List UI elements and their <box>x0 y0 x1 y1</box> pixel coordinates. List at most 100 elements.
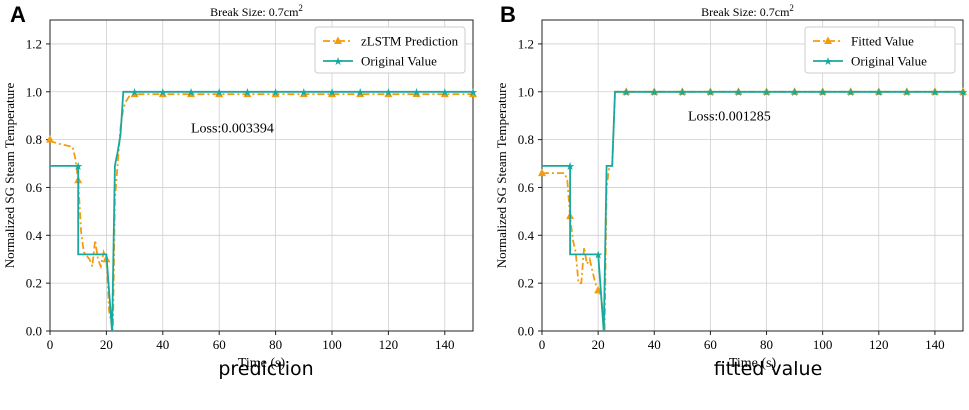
data-point: ★ <box>468 87 478 99</box>
data-point: ★ <box>958 87 968 99</box>
data-point: ★ <box>158 87 168 99</box>
data-point <box>271 89 280 98</box>
data-point: ★ <box>790 87 800 99</box>
y-tick-label: 0.8 <box>518 132 534 147</box>
data-point: ★ <box>874 87 884 99</box>
data-point: ★ <box>649 87 659 99</box>
data-point <box>412 89 421 98</box>
legend-label: zLSTM Prediction <box>361 34 459 49</box>
data-point <box>158 89 167 98</box>
data-point: ★ <box>214 87 224 99</box>
chart-title: Break Size: 0.7cm2 <box>701 3 794 19</box>
grid <box>49 20 473 332</box>
y-axis-label: Normalized SG Steam Temperature <box>2 83 17 269</box>
data-point <box>440 89 449 98</box>
data-point <box>215 89 224 98</box>
y-tick-label: 0.6 <box>26 180 43 195</box>
data-point: ★ <box>705 87 715 99</box>
y-tick-label: 0.0 <box>26 324 42 339</box>
series-original: ★ ★ ★ ★ ★ ★ ★ ★ ★ ★ ★ ★ ★ ★ ★ <box>542 87 968 332</box>
plot-frame <box>49 19 474 332</box>
x-tick-label: 120 <box>379 337 399 352</box>
data-point <box>187 89 195 98</box>
data-point: ★ <box>383 87 393 99</box>
x-tick-label: 140 <box>435 337 455 352</box>
caption-prediction: prediction <box>218 358 314 380</box>
series-line <box>542 90 963 332</box>
y-tick-label: 0.4 <box>26 228 43 243</box>
data-point: ★ <box>762 87 772 99</box>
x-tick-label: 80 <box>269 337 282 352</box>
y-tick-label: 0.2 <box>518 276 534 291</box>
data-point <box>130 89 139 98</box>
data-point: ★ <box>440 87 450 99</box>
data-point: ★ <box>130 87 140 99</box>
panel-b-label: B <box>500 2 516 27</box>
data-point: ★ <box>242 87 252 99</box>
legend-label: Original Value <box>851 54 927 69</box>
data-point: ★ <box>818 87 828 99</box>
x-tick-label: 100 <box>322 337 342 352</box>
y-axis-label: Normalized SG Steam Temperature <box>494 83 509 269</box>
panel-a-label: A <box>10 2 26 27</box>
data-point <box>356 89 365 98</box>
y-tick-label: 0.8 <box>26 132 42 147</box>
y-tick-label: 1.2 <box>518 36 534 51</box>
data-point <box>469 89 477 98</box>
data-point: ★ <box>902 87 912 99</box>
legend: zLSTM Prediction ★ Original Value <box>314 26 466 74</box>
data-point: ★ <box>186 87 196 99</box>
data-point: ★ <box>621 87 631 99</box>
data-point <box>243 89 252 98</box>
caption-fitted-value: fitted value <box>713 358 823 380</box>
y-tick-label: 1.2 <box>26 36 42 51</box>
chart-a: 0 20 40 60 80 100 120 140 0.0 0.2 0.4 0.6 0.8 1.0 1.2 T… <box>2 3 478 371</box>
y-tick-label: 0.6 <box>518 180 535 195</box>
data-point: ★ <box>846 87 856 99</box>
x-tick-label: 60 <box>213 337 226 352</box>
x-tick-label: 40 <box>156 337 169 352</box>
data-point <box>299 89 308 98</box>
x-tick-label: 0 <box>47 337 54 352</box>
y-tick-label: 0.0 <box>518 324 534 339</box>
loss-annotation: Loss:0.003394 <box>191 121 274 136</box>
x-tick-label: 0 <box>539 337 546 352</box>
x-tick-label: 100 <box>813 337 833 352</box>
data-point <box>384 89 393 98</box>
chart-title: Break Size: 0.7cm2 <box>210 3 303 19</box>
data-point <box>46 135 54 143</box>
data-point <box>328 89 336 98</box>
x-tick-label: 140 <box>925 337 945 352</box>
x-tick-label: 60 <box>704 337 717 352</box>
data-point: ★ <box>327 87 337 99</box>
series-line <box>50 90 473 332</box>
x-axis-label: Time (s) <box>238 356 286 371</box>
data-point: ★ <box>930 87 940 99</box>
series-original: ★ ★ ★ ★ ★ ★ ★ ★ ★ ★ ★ ★ ★ ★ <box>50 87 478 332</box>
legend-marker <box>824 36 832 44</box>
legend: Fitted Value ★ Original Value <box>804 26 956 74</box>
data-point: ★ <box>593 249 603 261</box>
x-tick-label: 20 <box>592 337 605 352</box>
data-point: ★ <box>734 87 744 99</box>
y-tick-label: 0.2 <box>26 276 42 291</box>
y-tick-label: 0.4 <box>518 228 535 243</box>
data-point: ★ <box>412 87 422 99</box>
data-point: ★ <box>565 161 575 173</box>
x-tick-label: 80 <box>760 337 773 352</box>
legend-marker: ★ <box>333 56 343 68</box>
x-tick-label: 20 <box>100 337 113 352</box>
x-tick-label: 40 <box>648 337 661 352</box>
x-tick-label: 120 <box>869 337 889 352</box>
legend-marker <box>334 36 342 44</box>
legend-label: Original Value <box>361 54 437 69</box>
y-tick-label: 1.0 <box>26 84 42 99</box>
data-point: ★ <box>271 87 281 99</box>
y-tick-label: 1.0 <box>518 84 534 99</box>
chart-b: 0 20 40 60 80 100 120 140 0.0 0.2 0.4 0.6 0.8 1.0 1.2 T… <box>494 3 968 371</box>
x-axis-label: Time (s) <box>729 356 777 371</box>
data-point: ★ <box>299 87 309 99</box>
data-point: ★ <box>73 161 83 173</box>
legend-label: Fitted Value <box>851 34 914 49</box>
data-point: ★ <box>355 87 365 99</box>
